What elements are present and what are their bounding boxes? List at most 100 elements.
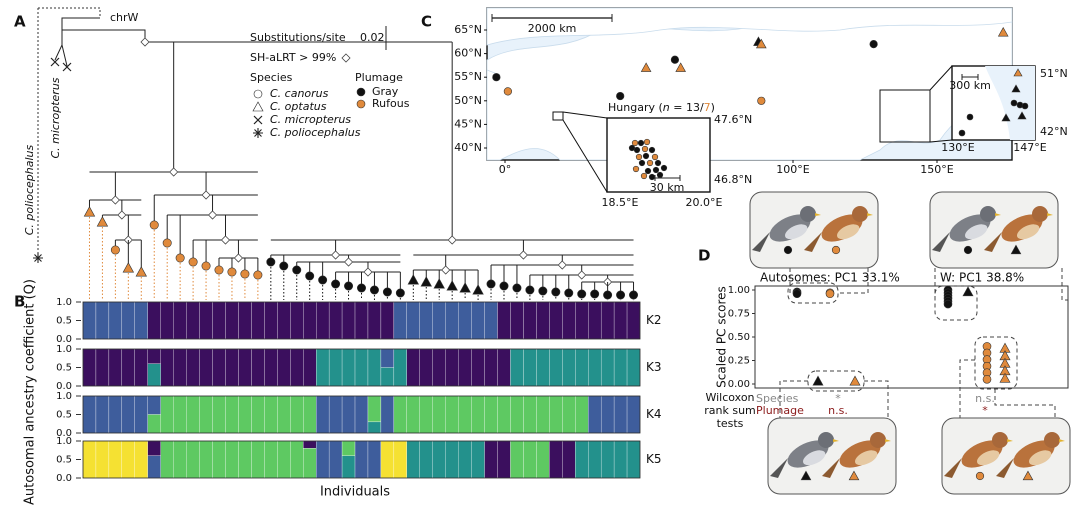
ancestry-bar (484, 395, 498, 434)
symbol (966, 113, 974, 121)
symbol (331, 250, 341, 260)
symbol (518, 250, 528, 260)
y-tick-label: 0.5 (56, 410, 72, 421)
symbol (603, 290, 613, 300)
ancestry-bar (354, 301, 369, 340)
symbol (363, 267, 373, 277)
symbol (252, 101, 264, 112)
ancestry-bar (251, 348, 265, 387)
ancestry-bar (251, 395, 265, 434)
symbol (643, 138, 651, 146)
ancestry-bar (613, 348, 628, 387)
symbol (344, 281, 354, 291)
symbol (757, 96, 766, 105)
ancestry-bar (354, 440, 369, 479)
symbol (1001, 113, 1011, 122)
ancestry-bar (484, 301, 498, 340)
row-label: K5 (646, 452, 662, 466)
ancestry-bar (510, 395, 524, 434)
symbol (792, 289, 802, 299)
ancestry-bar (173, 440, 187, 479)
outgroup-branch (38, 7, 101, 18)
ancestry-bar (510, 348, 524, 387)
ancestry-bar (458, 440, 472, 479)
ancestry-bar (303, 301, 317, 340)
ancestry-bar (95, 440, 110, 479)
ancestry-bar (626, 440, 641, 479)
ancestry-bar (277, 440, 291, 479)
ancestry-bar (121, 395, 135, 434)
symbol (117, 210, 127, 220)
bird-belly (854, 450, 878, 466)
symbol (220, 235, 231, 245)
legend-label: C. micropterus (270, 113, 351, 126)
ancestry-bar (562, 440, 576, 479)
ancestry-bar (134, 348, 148, 387)
ancestry-bar (264, 440, 278, 479)
ancestry-bar (328, 395, 343, 434)
symbol (122, 262, 135, 273)
label: 18.5°E (602, 196, 639, 209)
frame (82, 395, 641, 434)
symbol (660, 164, 668, 172)
symbol (637, 139, 645, 147)
symbol (110, 245, 120, 255)
frame (82, 348, 641, 387)
symbol (616, 91, 625, 101)
symbol (982, 374, 992, 384)
ancestry-bar (238, 301, 252, 340)
ancestry-bar (341, 440, 356, 456)
ancestry-bar (173, 348, 187, 387)
bird-belly (964, 224, 988, 240)
symbol (975, 471, 985, 481)
y-tick-label: 40°N (454, 141, 482, 154)
symbol (577, 270, 587, 280)
ancestry-bar (380, 367, 395, 387)
y-tick-label: 1.0 (56, 344, 72, 355)
symbol (492, 73, 501, 82)
bird-tail (770, 458, 788, 478)
symbol (577, 289, 587, 299)
ancestry-bar (380, 395, 395, 434)
ancestry-bar (471, 348, 485, 387)
ancestry-bar (406, 301, 420, 340)
symbol (651, 153, 659, 161)
y-tick-label: 0.5 (56, 316, 72, 327)
label: n.s. (975, 392, 995, 405)
symbol (318, 275, 328, 285)
ancestry-bar (212, 440, 226, 479)
ancestry-bar (147, 455, 161, 479)
bird-belly (1016, 224, 1040, 240)
ancestry-bar (212, 395, 226, 434)
bird-tail (984, 232, 1002, 252)
label: W: PC1 38.8% (940, 271, 1024, 285)
ancestry-bar (588, 301, 602, 340)
symbol (812, 375, 824, 386)
photo-frame (929, 191, 1059, 269)
symbol (433, 278, 445, 289)
clade-label: C. micropterus (49, 77, 62, 158)
frame (82, 440, 641, 479)
photo-frame (749, 191, 879, 269)
ancestry-bar (536, 301, 550, 340)
label: chrW (110, 11, 139, 24)
symbol (962, 286, 974, 297)
ancestry-bar (238, 440, 252, 479)
bird-belly (1028, 450, 1052, 466)
ancestry-bar (588, 440, 602, 479)
ancestry-bar (575, 301, 589, 340)
symbol (638, 159, 646, 167)
symbol (1017, 111, 1027, 120)
ancestry-bar (445, 395, 459, 434)
ancestry-bar (199, 395, 213, 434)
symbol (1010, 99, 1018, 107)
clade-label: C. poliocephalus (23, 144, 36, 235)
ancestry-bar (199, 301, 213, 340)
legend-label: C. poliocephalus (270, 126, 361, 139)
ancestry-bar (303, 440, 317, 449)
symbol (395, 288, 405, 298)
symbol (356, 283, 366, 293)
bird-tail (944, 458, 962, 478)
symbol (848, 470, 860, 481)
symbol (1011, 84, 1021, 93)
